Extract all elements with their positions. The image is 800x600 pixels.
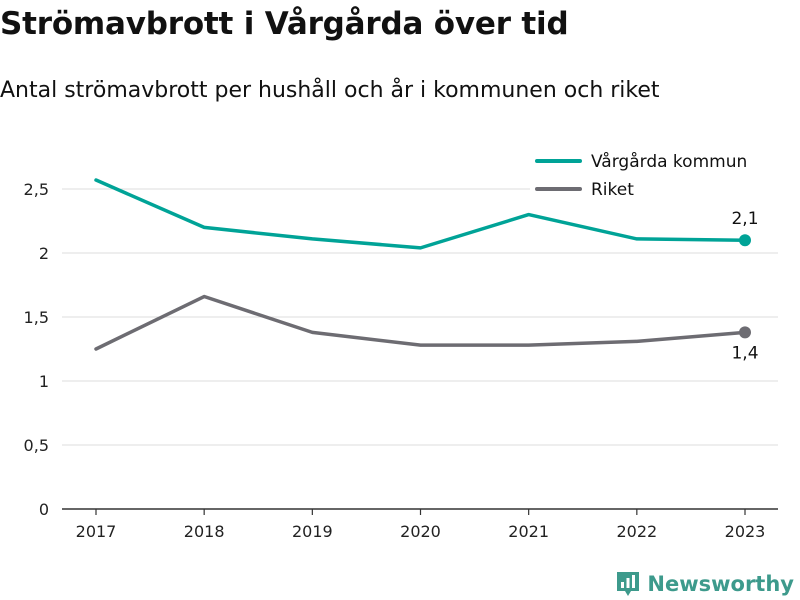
data-label: 1,4	[731, 343, 758, 363]
y-tick-label: 0,5	[24, 436, 49, 455]
x-tick-label: 2023	[725, 522, 766, 541]
brand-logo: Newsworthy	[615, 570, 794, 598]
x-tick-label: 2021	[508, 522, 549, 541]
x-tick-label: 2022	[616, 522, 657, 541]
series-line-riket	[94, 294, 747, 351]
y-tick-label: 2	[39, 244, 49, 263]
series-line-vargarda	[94, 178, 747, 250]
x-axis: 2017 2018 2019 2020 2021 2022 2023	[62, 508, 778, 541]
x-tick-label: 2017	[76, 522, 117, 541]
brand-name: Newsworthy	[647, 572, 794, 596]
legend-label: Riket	[591, 180, 634, 200]
x-tick-label: 2020	[400, 522, 441, 541]
series-end-point	[739, 326, 751, 339]
y-axis: 0 0,5 1 1,5 2 2,5	[24, 180, 49, 519]
y-tick-label: 1,5	[24, 308, 49, 327]
x-tick-label: 2019	[292, 522, 333, 541]
data-label: 2,1	[731, 209, 758, 229]
y-tick-label: 0	[39, 500, 49, 519]
x-tick-label: 2018	[184, 522, 225, 541]
y-tick-label: 2,5	[24, 180, 49, 199]
chart-title: Strömavbrott i Vårgårda över tid	[0, 6, 569, 42]
legend: Vårgårda kommun Riket	[530, 146, 780, 200]
y-tick-label: 1	[39, 372, 49, 391]
newsworthy-logo-icon	[617, 572, 640, 596]
grid-lines	[62, 188, 778, 446]
chart-subtitle: Antal strömavbrott per hushåll och år i …	[0, 78, 660, 103]
legend-label: Vårgårda kommun	[591, 151, 747, 172]
series-lines: 2,1 1,4	[94, 178, 759, 363]
series-end-point	[739, 234, 751, 247]
